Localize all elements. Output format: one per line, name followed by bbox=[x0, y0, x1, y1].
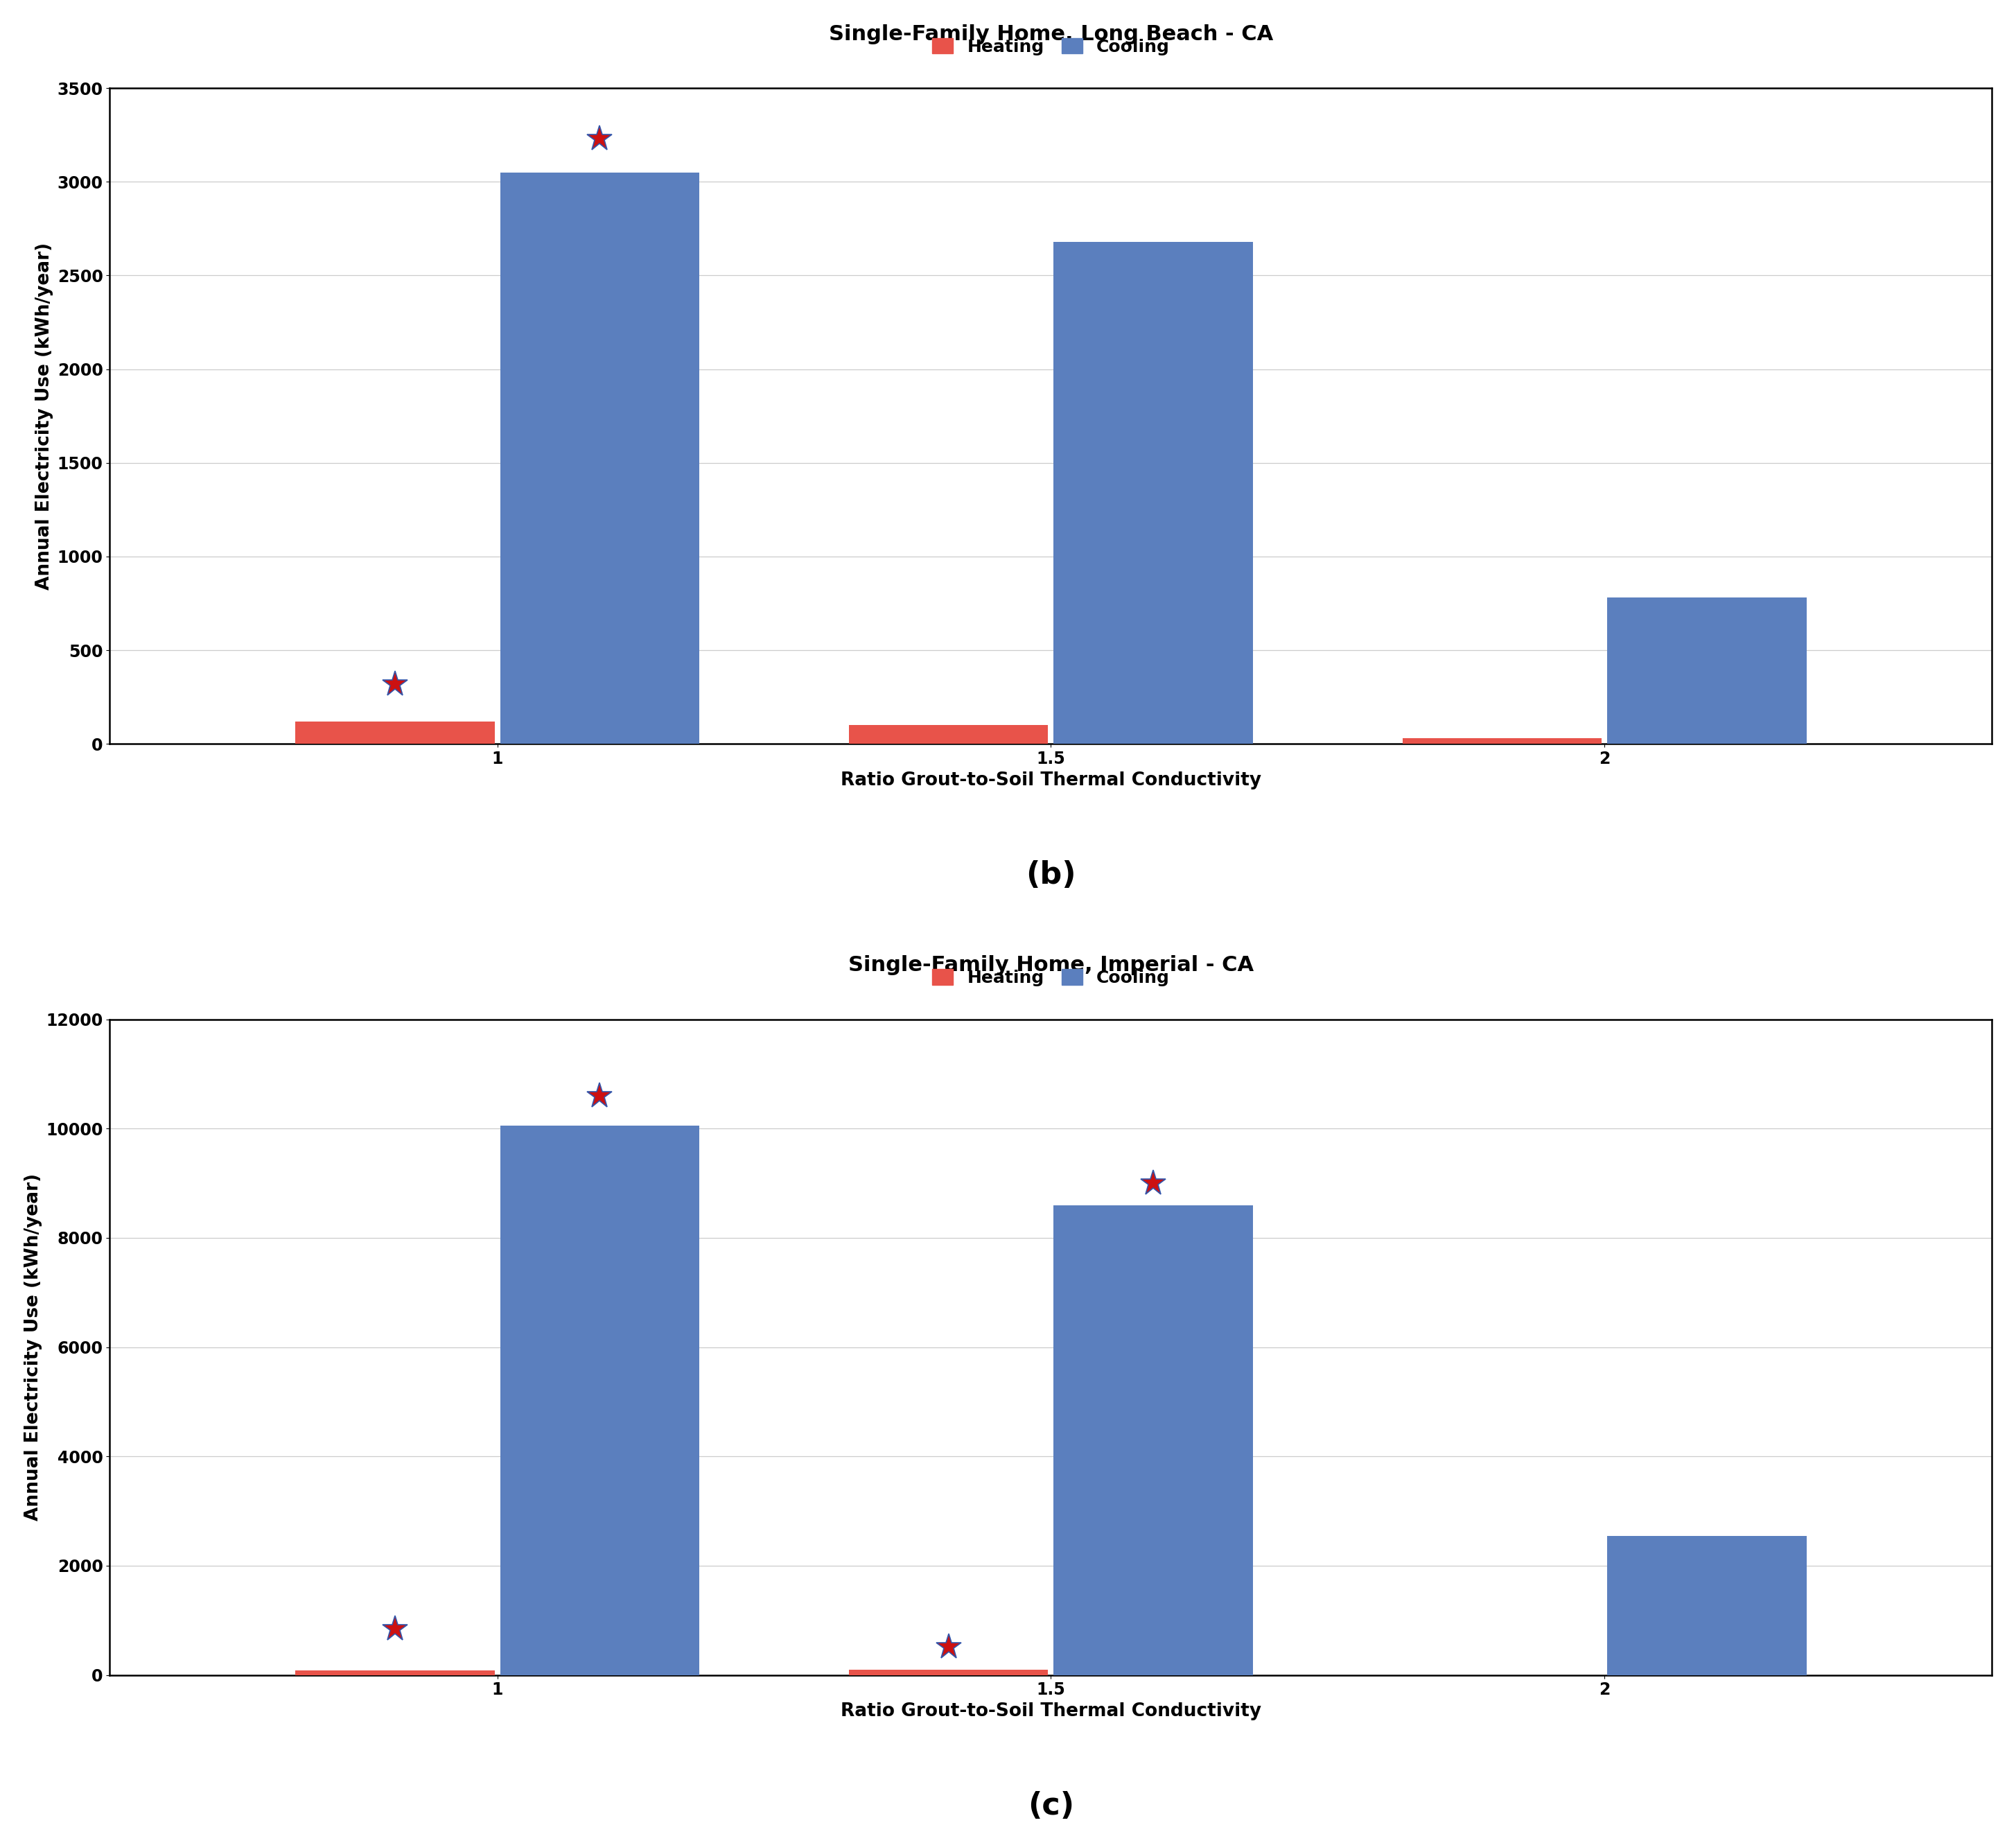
Y-axis label: Annual Electricity Use (kWh/year): Annual Electricity Use (kWh/year) bbox=[36, 241, 54, 590]
Bar bbox=[500, 1126, 700, 1675]
Legend: Heating, Cooling: Heating, Cooling bbox=[925, 962, 1175, 993]
Bar bbox=[1607, 597, 1806, 745]
Title: Single-Family Home, Imperial - CA: Single-Family Home, Imperial - CA bbox=[849, 955, 1254, 975]
Bar bbox=[294, 721, 494, 745]
Bar bbox=[500, 173, 700, 745]
Text: (c): (c) bbox=[1028, 1791, 1075, 1821]
Legend: Heating, Cooling: Heating, Cooling bbox=[925, 31, 1175, 63]
Bar bbox=[849, 724, 1048, 745]
Text: (b): (b) bbox=[1026, 861, 1077, 890]
Bar bbox=[1403, 739, 1601, 745]
Bar bbox=[1054, 241, 1252, 745]
Bar bbox=[1054, 1205, 1252, 1675]
Bar bbox=[294, 1670, 494, 1675]
Y-axis label: Annual Electricity Use (kWh/year): Annual Electricity Use (kWh/year) bbox=[24, 1174, 42, 1520]
Bar bbox=[1607, 1535, 1806, 1675]
Title: Single-Family Home, Long Beach - CA: Single-Family Home, Long Beach - CA bbox=[829, 24, 1272, 44]
Bar bbox=[849, 1670, 1048, 1675]
X-axis label: Ratio Grout-to-Soil Thermal Conductivity: Ratio Grout-to-Soil Thermal Conductivity bbox=[841, 1703, 1262, 1720]
X-axis label: Ratio Grout-to-Soil Thermal Conductivity: Ratio Grout-to-Soil Thermal Conductivity bbox=[841, 770, 1262, 789]
